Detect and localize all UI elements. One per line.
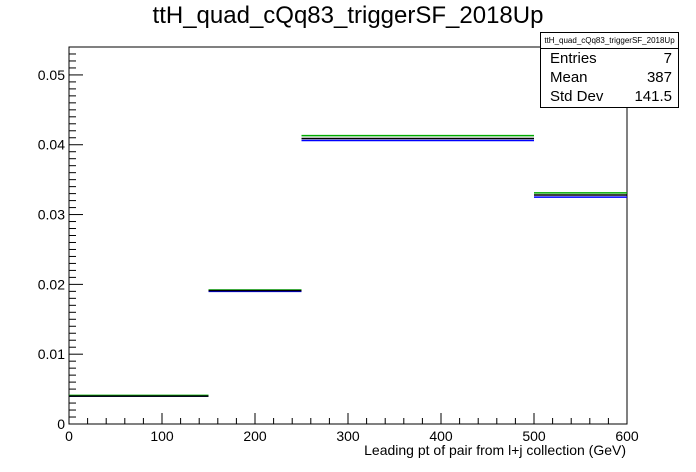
x-axis-label: Leading pt of pair from l+j collection (…	[364, 442, 626, 458]
y-tick-label: 0.02	[38, 276, 65, 292]
stats-stddev-row: Std Dev 141.5	[541, 87, 678, 106]
y-tick-label: 0.05	[38, 67, 65, 83]
stats-stddev-value: 141.5	[634, 88, 672, 105]
y-tick-label: 0.04	[38, 137, 65, 153]
y-tick-label: 0.03	[38, 207, 65, 223]
stats-box-title: ttH_quad_cQq83_triggerSF_2018Up	[541, 33, 678, 49]
stats-entries-value: 7	[663, 50, 672, 67]
stats-entries-label: Entries	[550, 50, 597, 67]
stats-entries-row: Entries 7	[541, 49, 678, 68]
x-tick-label: 300	[336, 428, 360, 444]
stats-stddev-label: Std Dev	[550, 88, 604, 105]
stats-box: ttH_quad_cQq83_triggerSF_2018Up Entries …	[540, 32, 679, 108]
stats-mean-value: 387	[646, 69, 672, 86]
x-tick-label: 600	[615, 428, 639, 444]
stats-mean-row: Mean 387	[541, 68, 678, 87]
x-tick-label: 200	[243, 428, 267, 444]
x-tick-label: 100	[150, 428, 174, 444]
x-tick-label: 400	[429, 428, 453, 444]
y-tick-label: 0.01	[38, 346, 65, 362]
x-tick-label: 500	[522, 428, 546, 444]
y-tick-label: 0	[57, 416, 65, 432]
stats-mean-label: Mean	[550, 69, 588, 86]
x-tick-label: 0	[65, 428, 73, 444]
chart-title: ttH_quad_cQq83_triggerSF_2018Up	[152, 2, 544, 29]
